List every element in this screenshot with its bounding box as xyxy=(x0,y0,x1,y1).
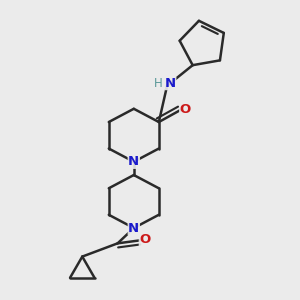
Text: O: O xyxy=(140,233,151,246)
Text: N: N xyxy=(165,77,176,90)
Text: O: O xyxy=(180,103,191,116)
Text: N: N xyxy=(128,221,140,235)
Text: H: H xyxy=(154,77,163,90)
Text: N: N xyxy=(128,155,140,168)
